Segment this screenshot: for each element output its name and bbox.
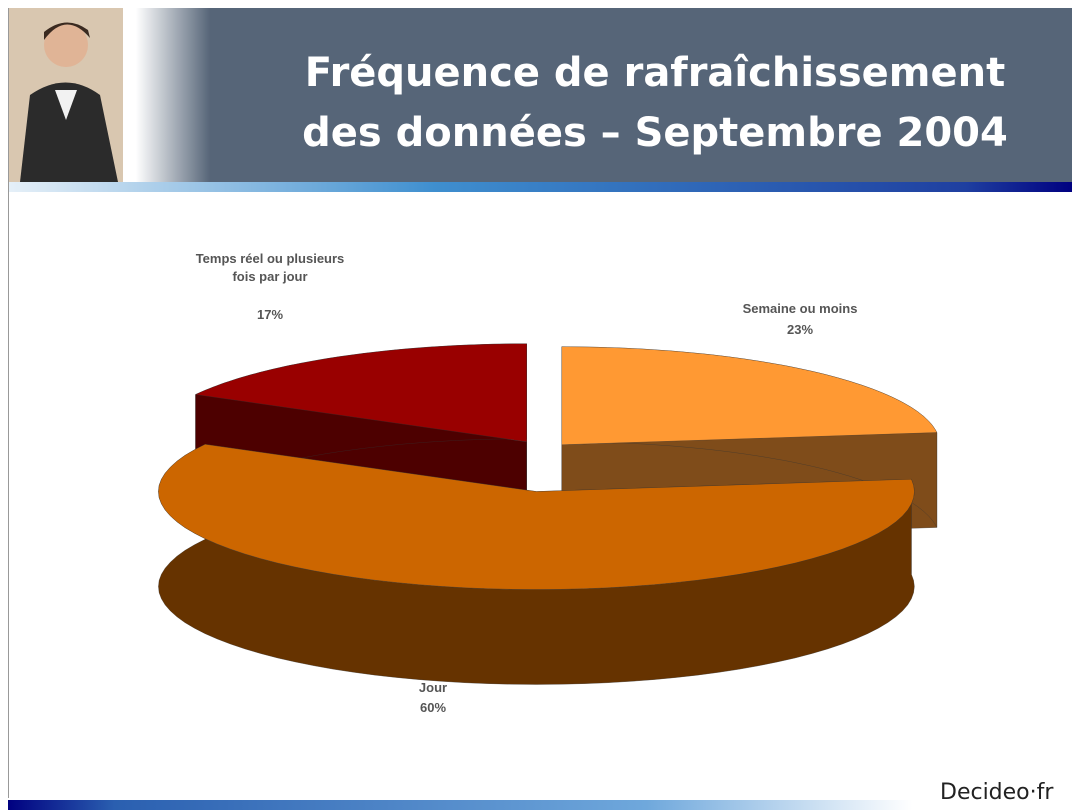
- value-label: 23%: [786, 322, 814, 337]
- slide-title: des données – Septembre 2004: [302, 110, 1008, 156]
- logo: Decideo·fr: [940, 780, 1054, 805]
- header-band: [8, 8, 1072, 182]
- category-label: Jour: [418, 680, 448, 695]
- header-stripe: [8, 182, 1072, 192]
- category-label: Semaine ou moins: [742, 301, 858, 316]
- slide-border: [8, 8, 9, 798]
- value-label: 60%: [419, 700, 447, 715]
- category-label: Temps réel ou plusieurs fois par jour: [195, 251, 345, 284]
- slide-title: Fréquence de rafraîchissement: [304, 50, 1006, 96]
- footer-stripe: [8, 800, 1072, 810]
- slice: [561, 346, 938, 445]
- slice: [158, 444, 915, 590]
- header-photo: [8, 8, 123, 182]
- slice: [194, 343, 527, 442]
- value-label: 17%: [256, 307, 284, 322]
